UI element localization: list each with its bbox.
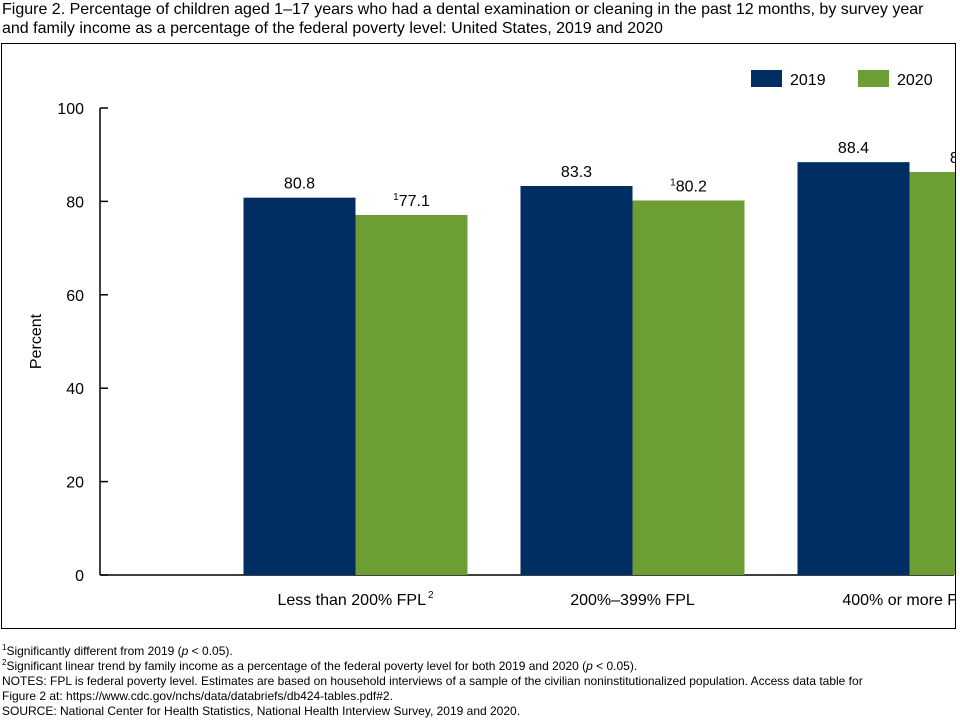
legend-swatch-2019 [751, 70, 782, 87]
data-label-2020-1: 177.1 [393, 192, 430, 210]
bar-chart: 0 20 40 60 80 100 Percent 80.8 177.1 Less than 20… [28, 70, 960, 609]
bar-2020-1 [355, 214, 468, 575]
data-label-2019-2: 83.3 [561, 164, 592, 181]
bar-2020-3 [909, 171, 960, 575]
bar-2019-2 [520, 185, 633, 575]
y-tick-label: 20 [66, 475, 84, 492]
y-tick-label: 0 [75, 568, 84, 585]
data-label-2019-1: 80.8 [284, 176, 315, 193]
footnotes: 1Significantly different from 2019 (p < … [2, 644, 958, 719]
legend-label-2020: 2020 [897, 72, 933, 89]
y-tick-label: 100 [57, 101, 84, 118]
notes-line-1: NOTES: FPL is federal poverty level. Est… [2, 674, 863, 688]
chart-frame: 0 20 40 60 80 100 Percent 80.8 177.1 Less than 20… [1, 43, 960, 629]
bar-2019-3 [797, 162, 910, 575]
x-category-label-3: 400% or more FPL [842, 592, 955, 609]
bar-2019-1 [243, 197, 356, 575]
data-label-2020-3: 86.3 [950, 150, 955, 167]
notes-line-2: Figure 2 at: https://www.cdc.gov/nchs/da… [2, 689, 393, 703]
data-label-2019-3: 88.4 [838, 140, 869, 157]
legend-label-2019: 2019 [790, 72, 826, 89]
legend-swatch-2020 [858, 70, 889, 87]
y-tick-label: 60 [66, 288, 84, 305]
data-label-2020-2: 180.2 [670, 177, 707, 195]
y-tick-label: 40 [66, 381, 84, 398]
figure-title: Figure 2. Percentage of children aged 1–… [2, 1, 924, 37]
y-tick-label: 80 [66, 194, 84, 211]
y-axis-label: Percent [28, 313, 45, 369]
footnote-2: 2Significant linear trend by family inco… [2, 658, 638, 674]
x-category-label-1: Less than 200% FPL 2 [277, 590, 434, 609]
x-category-label-2: 200%–399% FPL [570, 592, 695, 609]
footnote-1: 1Significantly different from 2019 (p < … [2, 643, 233, 659]
source-note: SOURCE: National Center for Health Stati… [2, 704, 521, 718]
bar-2020-2 [632, 200, 745, 575]
